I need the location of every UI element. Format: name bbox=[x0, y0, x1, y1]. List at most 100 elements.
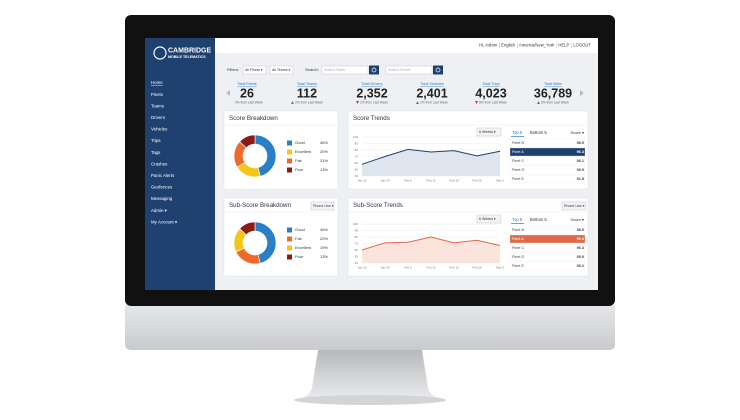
tab[interactable]: Bottom 5 bbox=[530, 130, 547, 135]
stat-change: 8% from Last Week bbox=[479, 100, 507, 104]
table-row[interactable] bbox=[509, 156, 586, 166]
trend-up bbox=[537, 101, 540, 104]
carousel-left[interactable] bbox=[226, 90, 230, 96]
tab[interactable]: Bottom 5 bbox=[530, 217, 547, 222]
top-bar-link[interactable]: Hi, Admin bbox=[479, 43, 498, 48]
x-tick-label: Feb 5 bbox=[404, 265, 412, 269]
x-tick-label: Feb 19 bbox=[449, 265, 459, 269]
row-score: 95.5 bbox=[577, 168, 584, 172]
sidebar bbox=[145, 38, 215, 290]
legend-label: Good bbox=[295, 227, 305, 232]
nav-item[interactable]: Tags bbox=[151, 150, 161, 155]
stat-value: 36,789 bbox=[534, 86, 572, 100]
donut-segment bbox=[239, 134, 256, 149]
nav-item[interactable]: Fleets bbox=[151, 92, 164, 97]
legend-swatch bbox=[287, 158, 292, 164]
x-tick-label: Jan 22 bbox=[357, 265, 366, 269]
legend-value: 46% bbox=[320, 227, 328, 232]
table-row[interactable] bbox=[509, 234, 586, 244]
legend-label: Poor bbox=[295, 254, 304, 259]
y-tick-label: 90 bbox=[355, 228, 359, 232]
row-name: Fleet E bbox=[512, 177, 524, 181]
dropdown-text: Phone Use ▾ bbox=[564, 204, 585, 208]
tab[interactable]: Top 5 bbox=[512, 130, 523, 135]
table-row[interactable] bbox=[509, 252, 586, 262]
search-input[interactable] bbox=[385, 65, 433, 75]
x-tick-label: Jan 22 bbox=[357, 178, 366, 182]
panel-title: Sub-Score Breakdown bbox=[229, 202, 291, 209]
row-name: Fleet C bbox=[512, 246, 524, 250]
fleet-dropdown[interactable] bbox=[242, 65, 267, 75]
filter-dropdown[interactable] bbox=[561, 201, 587, 211]
row-score: 98.5 bbox=[577, 228, 584, 232]
top-bar-link[interactable]: English bbox=[501, 43, 515, 48]
sort-header[interactable]: Score ▾ bbox=[570, 130, 584, 135]
stat-label: Total Drivers bbox=[361, 82, 382, 86]
nav-item[interactable]: Vehicles bbox=[151, 127, 168, 132]
legend-label: Good bbox=[295, 140, 305, 145]
legend-swatch bbox=[287, 227, 292, 233]
y-tick-label: 40 bbox=[355, 261, 359, 265]
table-row[interactable] bbox=[509, 147, 586, 157]
dropdown-text: 6 Weeks ▾ bbox=[479, 130, 496, 134]
table-row[interactable] bbox=[509, 138, 586, 148]
row-name: Fleet B bbox=[512, 141, 524, 145]
filter-dropdown[interactable] bbox=[310, 201, 335, 211]
stat-label: Total Miles bbox=[544, 82, 562, 86]
carousel-right[interactable] bbox=[580, 90, 584, 96]
dropdown-text: Phone Use ▾ bbox=[313, 204, 334, 208]
stat-label: Total Vehicles bbox=[420, 82, 443, 86]
legend-value: 13% bbox=[320, 167, 328, 172]
legend-swatch bbox=[287, 140, 292, 146]
table-row[interactable] bbox=[509, 225, 586, 235]
line bbox=[361, 236, 501, 251]
y-tick-label: 100 bbox=[353, 135, 358, 139]
panel-title: Sub-Score Trends bbox=[353, 202, 403, 209]
logo-mark bbox=[153, 46, 167, 60]
nav-item[interactable]: Drivers bbox=[151, 115, 166, 120]
nav-item[interactable]: My Account ▾ bbox=[151, 219, 177, 224]
nav-item[interactable]: Admin ▾ bbox=[151, 208, 167, 213]
table-row[interactable] bbox=[509, 261, 586, 271]
stat-change: 6% from Last Week bbox=[541, 100, 569, 104]
y-tick-label: 80 bbox=[355, 148, 359, 152]
search-icon bbox=[435, 67, 441, 73]
stat-label: Total Trips bbox=[482, 82, 499, 86]
search-input[interactable] bbox=[321, 65, 369, 75]
search-button[interactable] bbox=[369, 65, 379, 75]
top-bar-link[interactable]: HELP bbox=[558, 43, 569, 48]
row-name: Fleet A bbox=[512, 150, 524, 154]
nav-item[interactable]: Messaging bbox=[151, 196, 173, 201]
sort-header[interactable]: Score ▾ bbox=[570, 217, 584, 222]
y-tick-label: 100 bbox=[353, 222, 358, 226]
search-button[interactable] bbox=[433, 65, 443, 75]
range-dropdown[interactable] bbox=[476, 214, 502, 224]
stat-value: 26 bbox=[240, 86, 254, 100]
row-name: Fleet B bbox=[512, 228, 524, 232]
nav-item[interactable]: Teams bbox=[151, 103, 165, 108]
table-row[interactable] bbox=[509, 174, 586, 184]
y-tick-label: 40 bbox=[355, 174, 359, 178]
top-bar-link[interactable]: America/New_York bbox=[519, 43, 555, 48]
top-bar-link[interactable]: LOGOUT bbox=[573, 43, 591, 48]
trend-up bbox=[291, 101, 294, 104]
range-dropdown[interactable] bbox=[476, 127, 502, 137]
x-tick-label: Jan 29 bbox=[380, 178, 389, 182]
stat-value: 112 bbox=[297, 86, 317, 100]
nav-item[interactable]: Crashes bbox=[151, 161, 168, 166]
team-dropdown[interactable] bbox=[269, 65, 294, 75]
donut-segment bbox=[239, 221, 256, 236]
tab[interactable]: Top 5 bbox=[512, 217, 523, 222]
legend-label: Fair bbox=[295, 236, 303, 241]
table-row[interactable] bbox=[509, 243, 586, 253]
table-row[interactable] bbox=[509, 165, 586, 175]
search-icon bbox=[371, 67, 377, 73]
nav-item[interactable]: Home bbox=[151, 80, 163, 85]
row-score: 98.5 bbox=[577, 141, 584, 145]
legend-swatch bbox=[287, 149, 292, 155]
placeholder: Search Drivers bbox=[388, 68, 411, 72]
nav-item[interactable]: Trips bbox=[151, 138, 161, 143]
nav-item[interactable]: Panic Alerts bbox=[151, 173, 175, 178]
nav-item[interactable]: Geofences bbox=[151, 185, 173, 190]
